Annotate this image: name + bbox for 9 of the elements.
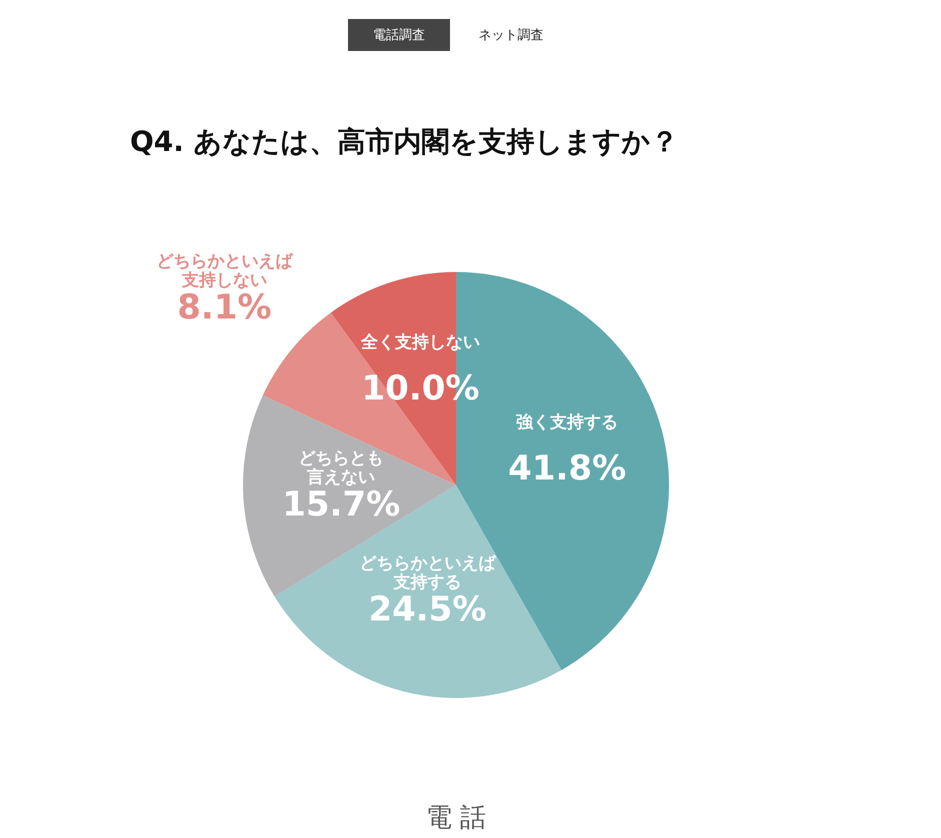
text: 電話調査 [373, 28, 425, 43]
slice-label: どちらかといえば支持しない [156, 251, 294, 290]
data-label: 41.8% [508, 448, 626, 489]
pie-slice [274, 485, 562, 698]
slice-label: どちらかといえば支持する [359, 553, 496, 592]
text: 電 話 [426, 803, 486, 833]
text: ネット調査 [478, 28, 544, 43]
slice-label: 強く支持する [516, 412, 618, 433]
chart-title: Q4. あなたは、高市内閣を支持しますか？ [130, 125, 679, 158]
